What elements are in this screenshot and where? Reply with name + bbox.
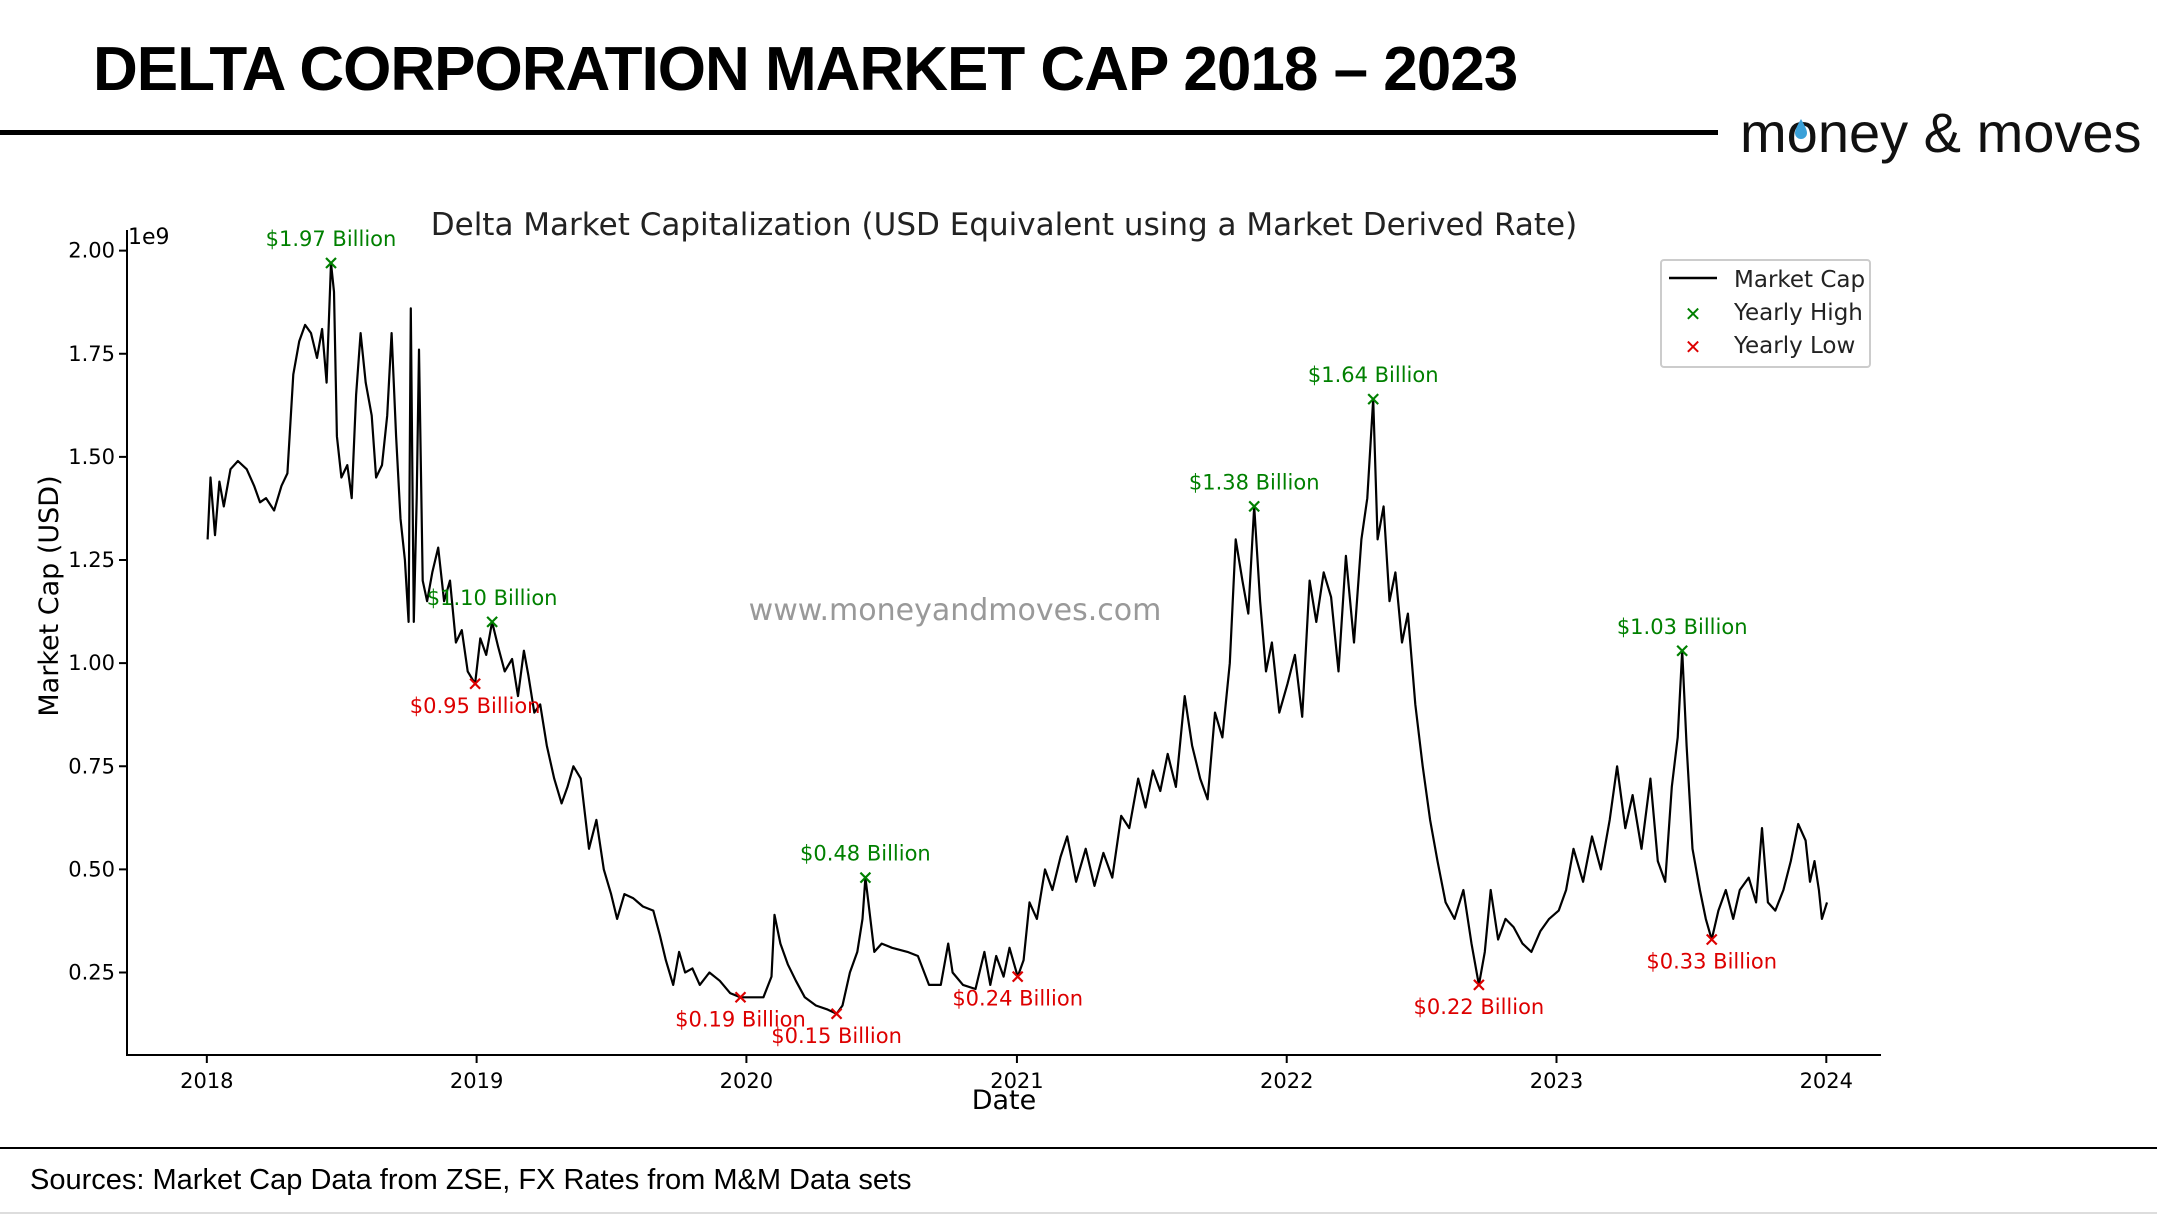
yearly-high-label: $1.97 Billion (266, 227, 397, 251)
footer-divider (0, 1147, 2157, 1149)
title-divider (0, 130, 1718, 135)
x-tick-label: 2022 (1260, 1069, 1313, 1093)
legend-item-market-cap: Market Cap (1734, 267, 1865, 293)
yearly-low-marker (469, 677, 481, 690)
yearly-low-label: $0.24 Billion (952, 987, 1083, 1011)
yearly-low-marker (1011, 970, 1024, 983)
yearly-low-marker (1473, 979, 1485, 991)
y-tick-label: 1.25 (68, 548, 115, 572)
yearly-high-label: $1.10 Billion (427, 586, 558, 610)
series-layer (206, 261, 1829, 1015)
yearly-high-label: $1.03 Billion (1617, 615, 1748, 639)
y-axis-label: Market Cap (USD) (34, 475, 65, 716)
yearly-high-marker (859, 871, 872, 884)
yearly-low-label: $0.15 Billion (771, 1024, 902, 1048)
bottom-divider (0, 1212, 2157, 1214)
yearly-low-label: $0.95 Billion (410, 694, 541, 718)
x-tick-label: 2020 (720, 1069, 773, 1093)
x-axis-ticks: 2018 2019 2020 2021 2022 2023 2024 (180, 1055, 1853, 1093)
x-axis-label: Date (972, 1085, 1037, 1116)
yearly-high-label: $1.38 Billion (1189, 470, 1320, 494)
y-tick-label: 1.00 (68, 651, 115, 675)
watermark-text: www.moneyandmoves.com (749, 593, 1162, 628)
y-axis-ticks: 0.25 0.50 0.75 1.00 1.25 1.50 1.75 2.00 (68, 239, 127, 985)
legend-item-yearly-high: Yearly High (1733, 300, 1863, 326)
y-tick-label: 2.00 (68, 239, 115, 263)
x-tick-label: 2023 (1530, 1069, 1583, 1093)
legend-frame (1660, 259, 1871, 368)
y-tick-label: 1.75 (68, 342, 115, 366)
sources-note: Sources: Market Cap Data from ZSE, FX Ra… (30, 1164, 912, 1196)
y-tick-label: 0.25 (68, 961, 115, 985)
logo-text-prefix: m (1740, 101, 1787, 164)
yearly-high-marker (1676, 644, 1688, 657)
yearly-low-label: $0.33 Billion (1646, 950, 1777, 974)
x-tick-label: 2021 (990, 1069, 1043, 1093)
logo-o-with-drop: o (1787, 98, 1818, 168)
yearly-low-marker (830, 1007, 843, 1020)
legend-low-marker-icon: ✕ (1685, 335, 1702, 359)
market-cap-chart: Delta Market Capitalization (USD Equival… (34, 207, 1881, 1116)
yearly-low-label: $0.19 Billion (675, 1007, 806, 1031)
page-title: DELTA CORPORATION MARKET CAP 2018 – 2023 (93, 35, 1518, 104)
x-tick-label: 2024 (1800, 1069, 1853, 1093)
y-tick-label: 0.50 (68, 857, 115, 881)
water-drop-icon (1794, 119, 1807, 139)
yearly-high-marker (1367, 393, 1379, 405)
market-cap-line-series (206, 261, 1829, 1015)
yearly-high-label: $1.64 Billion (1308, 363, 1439, 387)
yearly-low-label: $0.22 Billion (1414, 995, 1545, 1019)
chart-legend: Market Cap ✕ Yearly High ✕ Yearly Low (1660, 259, 1871, 368)
chart-title: Delta Market Capitalization (USD Equival… (431, 207, 1577, 243)
markers-layer: $1.97 Billion $1.10 Billion $0.48 Billion $… (266, 227, 1777, 1048)
y-axis-offset-label: 1e9 (128, 225, 170, 250)
yearly-low-marker (734, 991, 747, 1004)
yearly-high-marker (1248, 500, 1260, 513)
x-tick-label: 2019 (450, 1069, 503, 1093)
x-tick-label: 2018 (180, 1069, 233, 1093)
yearly-high-label: $0.48 Billion (800, 842, 931, 866)
legend-item-yearly-low: Yearly Low (1733, 333, 1855, 359)
yearly-low-marker (1705, 933, 1718, 946)
chart-container: Delta Market Capitalization (USD Equival… (0, 190, 2157, 1130)
yearly-high-marker (486, 616, 498, 628)
logo-text-suffix: ney & moves (1817, 101, 2142, 164)
yearly-high-marker (325, 257, 337, 269)
legend-high-marker-icon: ✕ (1685, 302, 1702, 326)
brand-logo: money & moves (1740, 98, 2142, 168)
y-tick-label: 0.75 (68, 754, 115, 778)
y-tick-label: 1.50 (68, 445, 115, 469)
